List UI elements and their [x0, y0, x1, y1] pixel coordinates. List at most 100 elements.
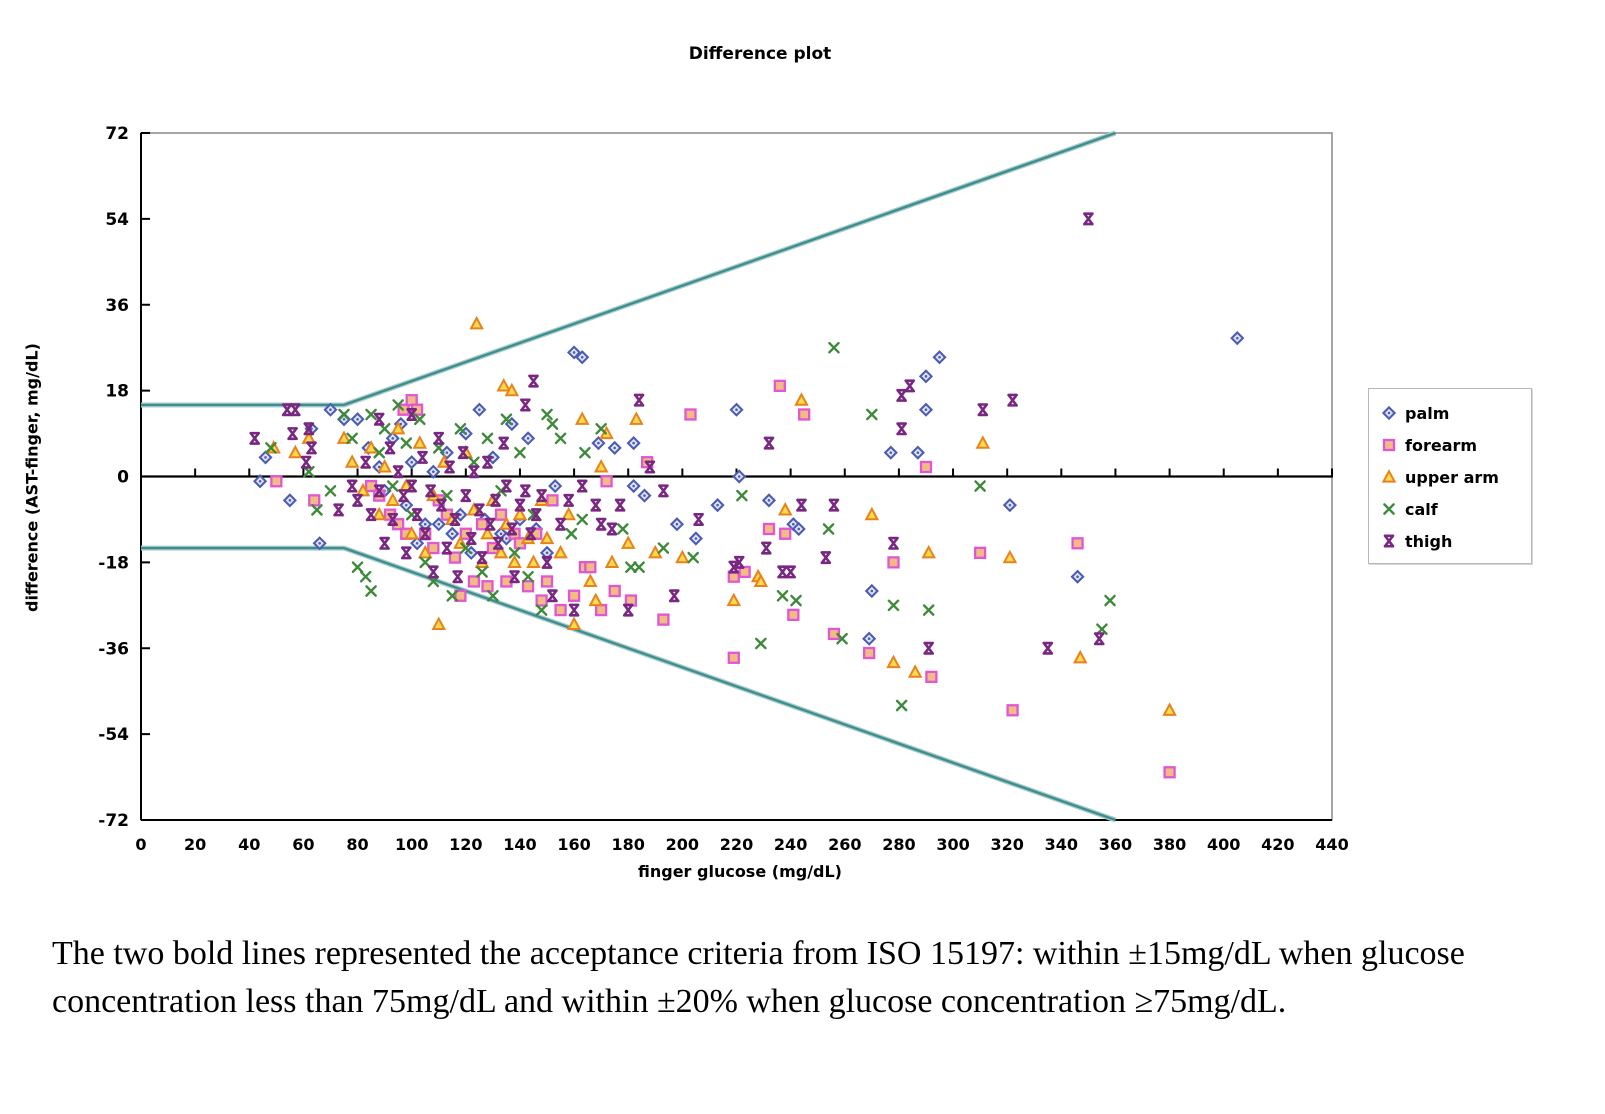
- thigh-point: [411, 508, 423, 522]
- forearm-point: [546, 494, 559, 507]
- palm-point: [669, 517, 685, 532]
- thigh-point: [525, 527, 537, 541]
- forearm-point: [919, 460, 933, 474]
- calf-point: [887, 599, 900, 612]
- thigh-point: [303, 422, 315, 436]
- palm-legend-icon: [1381, 405, 1397, 421]
- upper arm-point: [377, 459, 392, 473]
- upper arm-point: [371, 506, 387, 521]
- palm-point: [404, 455, 419, 470]
- upper arm-point: [496, 377, 511, 392]
- forearm-legend-marker: [1382, 438, 1396, 452]
- thigh-point: [785, 565, 796, 579]
- forearm-point: [481, 580, 494, 593]
- upper arm-point: [1072, 649, 1088, 664]
- upper arm-point: [553, 544, 568, 559]
- forearm-point: [308, 494, 321, 507]
- x-tick-label: 160: [557, 835, 590, 854]
- thigh-point: [536, 489, 547, 503]
- palm-point: [910, 445, 925, 460]
- x-tick-label: 140: [503, 835, 536, 854]
- calf-point: [476, 566, 488, 578]
- thigh-point: [365, 508, 377, 522]
- thigh-point: [484, 517, 496, 531]
- thigh-point: [606, 522, 618, 536]
- thigh-point: [441, 541, 453, 555]
- x-tick-label: 0: [135, 835, 146, 854]
- thigh-point: [373, 412, 385, 426]
- thigh-point: [249, 431, 260, 445]
- thigh-point: [658, 484, 669, 498]
- thigh-point: [433, 431, 445, 445]
- calf-point: [522, 570, 534, 583]
- thigh-point: [400, 546, 412, 560]
- palm-point: [637, 488, 652, 503]
- calf-point: [454, 422, 467, 435]
- thigh-point: [1083, 212, 1094, 226]
- y-tick-label: -54: [98, 725, 129, 745]
- forearm-point: [798, 408, 811, 421]
- thigh-point: [346, 479, 358, 493]
- x-tick-label: 80: [346, 835, 368, 854]
- x-tick-label: 240: [774, 835, 807, 854]
- calf-point: [595, 422, 607, 435]
- calf-point: [828, 341, 840, 354]
- upper arm-point: [753, 573, 769, 588]
- calf-point: [365, 585, 377, 597]
- thigh-point: [449, 512, 461, 526]
- x-tick-label: 40: [238, 835, 260, 854]
- upper arm-point: [574, 411, 590, 425]
- palm-point: [688, 531, 703, 546]
- forearm-point: [727, 651, 740, 664]
- forearm-point: [1071, 537, 1084, 550]
- x-tick-label: 200: [666, 835, 699, 854]
- thigh-point: [492, 536, 504, 550]
- calf-point: [1104, 594, 1116, 607]
- thigh-point: [828, 498, 840, 512]
- thigh-point: [763, 436, 775, 450]
- x-tick-label: 260: [828, 835, 861, 854]
- thigh-point: [460, 489, 472, 503]
- upper arm-point: [777, 501, 793, 516]
- calf-point: [265, 442, 277, 454]
- palm-point: [1230, 331, 1245, 346]
- palm-point: [548, 478, 563, 494]
- forearm-point: [521, 580, 535, 593]
- thigh-legend-marker: [1383, 534, 1395, 548]
- calf-point: [359, 570, 372, 583]
- thigh-point: [501, 479, 512, 493]
- palm-point: [918, 369, 934, 384]
- thigh-point: [547, 589, 558, 603]
- forearm-point: [773, 379, 786, 393]
- palm-point: [591, 436, 606, 451]
- calf-point: [687, 551, 699, 564]
- thigh-point: [644, 460, 656, 474]
- forearm-point: [427, 541, 440, 555]
- thigh-point: [563, 493, 574, 507]
- thigh-point: [896, 388, 907, 402]
- thigh-point: [728, 560, 740, 574]
- palm-point: [253, 474, 268, 489]
- upper arm-point: [507, 554, 522, 568]
- x-axis-title: finger glucose (mg/dL): [637, 862, 842, 881]
- forearm-point: [567, 589, 581, 602]
- forearm-point: [762, 522, 776, 536]
- forearm-point: [535, 594, 548, 607]
- thigh-point: [384, 441, 396, 455]
- calf-point: [974, 480, 986, 492]
- calf-point: [617, 523, 629, 535]
- upper arm-point: [344, 454, 360, 468]
- calf-point: [922, 604, 935, 616]
- calf-point: [776, 589, 789, 602]
- legend-label: thigh: [1405, 531, 1453, 551]
- forearm-point: [1163, 766, 1176, 779]
- forearm-point: [1006, 704, 1019, 717]
- palm-point: [626, 478, 641, 494]
- thigh-point: [406, 479, 417, 493]
- x-tick-label: 340: [1045, 835, 1078, 854]
- upper arm-point: [469, 315, 484, 330]
- palm-point: [431, 517, 446, 532]
- calf-legend-icon: [1383, 503, 1395, 515]
- thigh-point: [428, 565, 439, 579]
- palm-point: [1002, 498, 1017, 513]
